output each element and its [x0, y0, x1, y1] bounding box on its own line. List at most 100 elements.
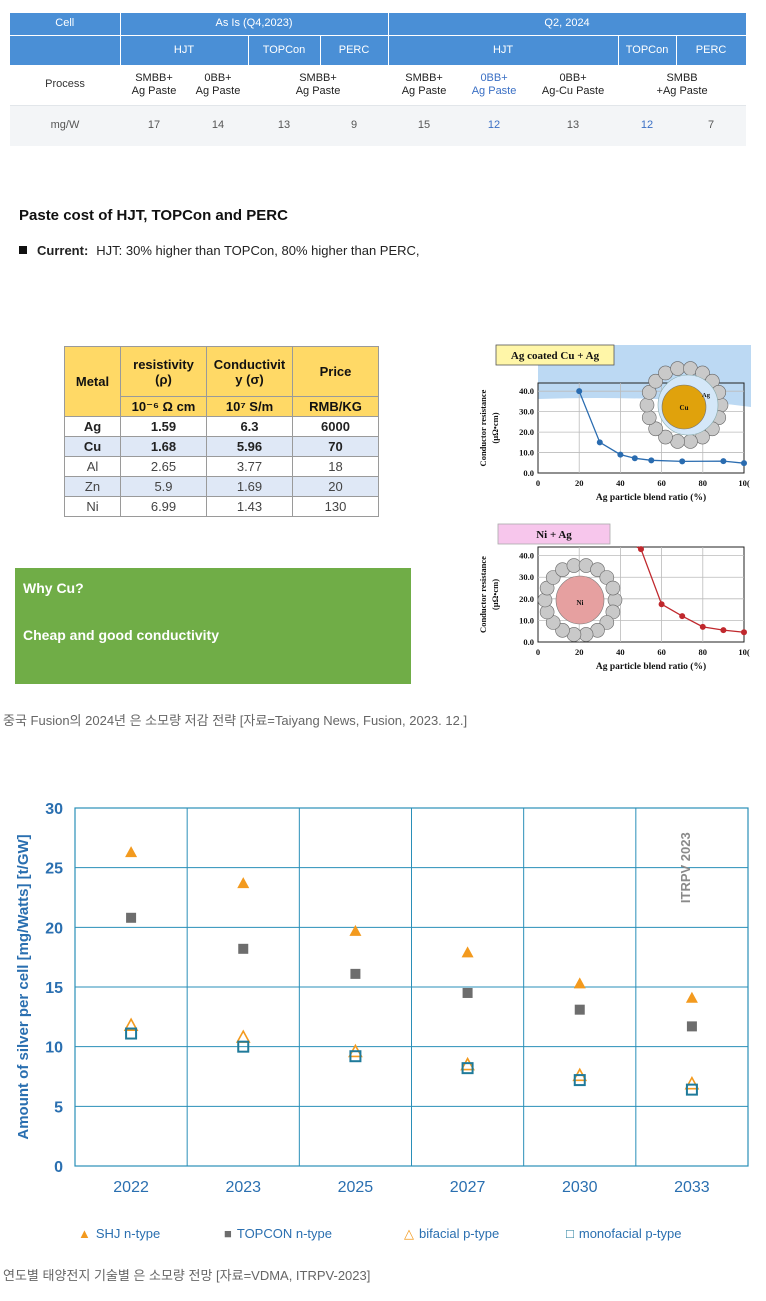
square-filled-icon: ■ — [224, 1226, 232, 1241]
mgw-cell: 13 — [528, 105, 619, 146]
price-header: Price — [292, 346, 379, 397]
particle-sphere — [607, 592, 623, 608]
unit-price: RMB/KG — [292, 396, 379, 417]
data-point-monofacial — [237, 1040, 250, 1053]
particle-sphere — [539, 604, 555, 620]
header-perc-q2: PERC — [676, 34, 747, 65]
header-topcon-q2: TOPCon — [618, 34, 677, 65]
particle-sphere — [648, 421, 663, 437]
data-point — [631, 455, 638, 462]
table-row-process: Process SMBB+ Ag Paste 0BB+ Ag Paste SMBB+… — [10, 65, 747, 106]
why-cu-box: Why Cu? Cheap and good conductivity — [15, 568, 411, 684]
silver-consumption-table: Cell As Is (Q4,2023) Q2, 2024 HJT TOPCon… — [10, 13, 747, 146]
legend-item-topcon: ■ TOPCON n-type — [224, 1226, 332, 1241]
x-tick-label: 20 — [575, 478, 584, 488]
current-label: Current: — [37, 243, 89, 258]
metal-table-panel: Metal resistivity (ρ) Conductivit y (σ) Pr… — [55, 338, 385, 522]
data-point — [679, 613, 686, 620]
data-point-shj — [349, 924, 362, 936]
cond-cell: 6.3 — [206, 416, 293, 437]
ag-coated-cu-chart: 0.0 10.0 20.0 30.0 40.0 0 20 40 60 80 10(Ag partic… — [476, 341, 751, 513]
x-tick-label: 2027 — [450, 1179, 486, 1196]
particle-sphere — [670, 361, 685, 376]
data-point-shj — [125, 846, 138, 858]
why-answer: Cheap and good conductivity — [23, 627, 220, 643]
x-tick-label: 40 — [616, 647, 625, 657]
data-point-shj — [237, 877, 250, 889]
data-point-topcon — [462, 987, 473, 998]
caption-fusion: 중국 Fusion의 2024년 은 소모량 저감 전략 [자료=Taiyang… — [3, 713, 468, 728]
table-row: Ag 1.59 6.3 6000 — [64, 416, 379, 437]
resistivity-symbol: (ρ) — [155, 371, 172, 387]
data-point — [741, 629, 747, 636]
header-cell: Cell — [10, 13, 121, 35]
process-cell: SMBB+Ag Paste — [618, 65, 747, 106]
conductivity-text: Conductivit — [213, 356, 286, 372]
particle-sphere — [537, 592, 553, 608]
data-point — [720, 458, 727, 465]
price-cell: 20 — [292, 476, 379, 497]
particle-sphere — [605, 580, 621, 596]
data-point — [658, 601, 665, 608]
header-perc-asis: PERC — [320, 34, 389, 65]
x-tick-label: 2023 — [225, 1179, 261, 1196]
unit-cond: 10⁷ S/m — [206, 396, 293, 417]
res-cell: 6.99 — [120, 496, 207, 517]
legend-item-shj: ▲ SHJ n-type — [78, 1226, 160, 1241]
x-tick-label: 2022 — [113, 1179, 149, 1196]
data-point-monofacial — [461, 1062, 474, 1075]
x-tick-label: 60 — [657, 647, 666, 657]
mgw-label: mg/W — [10, 105, 120, 146]
resistivity-text: resistivity — [133, 356, 194, 372]
y-tick-label: 20 — [45, 920, 63, 937]
data-point-monofacial — [349, 1050, 362, 1063]
particle-sphere — [641, 385, 657, 400]
y-tick-label: 40.0 — [519, 551, 534, 561]
mini-chart-svg: 0.0 10.0 20.0 30.0 40.0 0 20 40 60 80 10(Ag partic… — [478, 344, 751, 503]
cond-cell: 5.96 — [206, 436, 293, 457]
table-header-row: Cell As Is (Q4,2023) Q2, 2024 — [10, 13, 747, 35]
header-blank — [10, 34, 121, 65]
particle-sphere — [639, 397, 655, 413]
particle-core-label: Ni — [577, 599, 584, 607]
data-point — [741, 460, 747, 467]
table-subheader-row: HJT TOPCon PERC HJT TOPCon PERC — [10, 34, 747, 65]
header-hjt-asis: HJT — [120, 34, 249, 65]
data-point — [648, 457, 655, 464]
y-tick-label: 40.0 — [519, 386, 534, 396]
data-point-topcon — [238, 943, 249, 954]
process-cell: SMBB+Ag Paste — [388, 65, 461, 106]
legend-label: SHJ n-type — [95, 1226, 161, 1241]
metal-cell: Ni — [64, 496, 121, 517]
y-axis-label: Amount of silver per cell [mg/Watts] [t/… — [15, 834, 32, 1139]
data-point — [638, 546, 644, 553]
x-tick-label: 0 — [536, 478, 540, 488]
data-point-bifacial — [684, 1075, 700, 1090]
table-row-mgw: mg/W 17 14 13 9 15 12 13 12 7 — [10, 105, 747, 146]
conductivity-symbol: y (σ) — [235, 371, 264, 387]
data-point-shj — [461, 946, 474, 958]
y-tick-label: 30 — [45, 801, 63, 818]
mgw-cell: 15 — [388, 105, 461, 146]
y-tick-label: 20.0 — [519, 427, 534, 437]
series-line — [636, 546, 745, 633]
y-tick-label: 30.0 — [519, 572, 534, 582]
mgw-cell: 12 — [460, 105, 529, 146]
y-axis-unit: (μΩ•cm) — [490, 579, 500, 610]
y-tick-label: 10.0 — [519, 615, 534, 625]
res-cell: 5.9 — [120, 476, 207, 497]
data-point — [617, 451, 624, 458]
metal-cell: Al — [64, 456, 121, 477]
particle-core-label: Cu — [680, 404, 689, 412]
legend-label: monofacial p-type — [578, 1226, 682, 1241]
x-tick-label: 0 — [536, 647, 540, 657]
plot-frame — [537, 382, 745, 474]
particle-shell-label: Ag — [702, 392, 711, 399]
price-cell: 6000 — [292, 416, 379, 437]
data-point-topcon — [574, 1004, 585, 1015]
data-point-monofacial — [573, 1074, 586, 1087]
res-cell: 1.68 — [120, 436, 207, 457]
legend-item-monofacial: □ monofacial p-type — [566, 1226, 681, 1241]
data-point-shj — [573, 977, 586, 989]
